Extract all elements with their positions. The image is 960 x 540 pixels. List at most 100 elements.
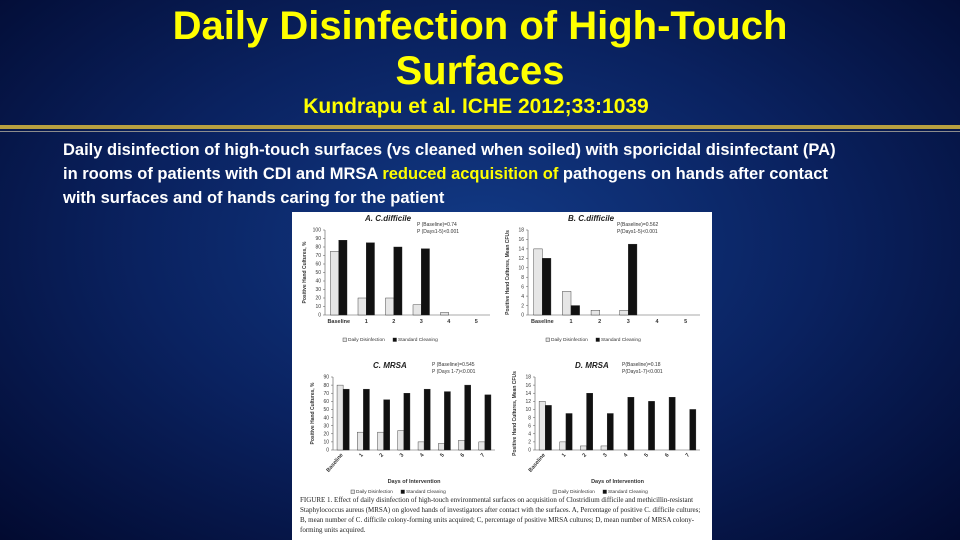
body-segment: pathogens on hands after contact with su… [63,165,828,207]
bar [385,297,394,316]
x-tick-label: 6 [664,452,671,458]
annotation: P (Days 1-7)<0.001 [432,369,476,375]
bar [412,304,422,316]
y-tick-label: 0 [521,313,524,319]
bar [484,394,492,451]
legend-label: Daily Disinfection [356,489,393,495]
legend-label: Daily Disinfection [551,337,588,343]
y-tick-label: 60 [315,262,321,268]
panel-title: B. C.difficile [568,214,615,223]
legend-swatch [392,337,397,342]
y-tick-label: 14 [518,247,524,253]
legend-swatch [400,489,405,494]
panel-title: C. MRSA [373,361,407,370]
x-tick-label: 4 [419,452,426,459]
legend-swatch [552,489,557,494]
caption: FIGURE 1. Effect of daily disinfection o… [300,496,701,534]
y-axis-label: Positive Hand Cultures, Mean CFUs [505,230,511,315]
divider [0,125,960,129]
x-tick-label: 2 [582,452,589,458]
x-tick-label: Baseline [326,452,345,473]
bar [383,399,390,451]
legend-swatch [342,337,347,342]
bar [336,384,344,451]
y-tick-label: 80 [323,383,329,389]
legend-swatch [545,337,550,342]
legend-swatch [595,337,600,342]
panel-title: A. C.difficile [364,214,412,223]
y-axis-label: Positive Hand Cultures, Mean CFUs [512,371,518,456]
annotation: P(Days1-7)<0.001 [622,369,663,375]
x-tick-label: 1 [358,452,365,458]
bar [357,431,364,451]
y-tick-label: 0 [326,448,329,454]
annotation: P (Baseline)=0.74 [417,222,457,228]
bar [393,246,403,316]
bar [421,248,430,316]
y-tick-label: 12 [525,399,531,405]
bar [590,310,600,316]
x-tick-label: 5 [439,452,446,458]
y-tick-label: 10 [323,440,329,446]
x-tick-label: Baseline [531,319,554,325]
figure-charts: A. C.difficile P (Baseline)=0.74P (Days1-… [302,214,700,495]
bar [562,291,572,316]
y-tick-label: 12 [518,256,524,262]
y-tick-label: 16 [518,237,524,243]
x-tick-label: 3 [627,319,630,325]
y-axis-label: Positive Hand Cultures, % [302,241,308,304]
y-tick-label: 6 [528,423,531,429]
bar [606,413,614,451]
bar [586,393,593,451]
x-tick-label: 2 [379,452,386,458]
x-tick-label: 4 [623,452,630,459]
y-tick-label: 100 [313,228,322,234]
annotation: P (Baseline)=0.545 [432,362,475,368]
bar [403,393,411,451]
bar [570,305,580,316]
legend-label: Standard Cleaning [608,489,648,495]
legend-label: Standard Cleaning [406,489,446,495]
x-tick-label: Baseline [327,319,350,325]
x-tick-label: 1 [569,319,572,325]
y-tick-label: 70 [323,391,329,397]
bar [648,401,655,451]
y-tick-label: 2 [521,303,524,309]
annotation: P (Days1-5)<0.001 [417,229,459,235]
y-tick-label: 2 [528,440,531,446]
y-tick-label: 14 [525,391,531,397]
x-axis-label: Days of Intervention [388,479,442,485]
y-tick-label: 20 [323,431,329,437]
x-tick-label: 6 [460,452,467,458]
bar [363,388,370,451]
legend-swatch [602,489,607,494]
bar [545,405,552,451]
subtitle: Kundrapu et al. ICHE 2012;33:1039 [303,95,649,118]
figure: A. C.difficile P (Baseline)=0.74 P (Days1-… [292,212,712,540]
body-segment: reduced acquisition of [382,165,559,183]
x-tick-label: 3 [399,452,406,458]
annotation: P(Baseline)=0.562 [617,222,658,228]
bar [668,397,676,451]
y-tick-label: 0 [528,448,531,454]
bar [397,430,405,451]
legend-label: Daily Disinfection [558,489,595,495]
legend-label: Daily Disinfection [348,337,385,343]
bar [478,441,486,451]
y-tick-label: 40 [323,415,329,421]
bar [464,384,471,451]
x-tick-label: 3 [602,452,609,458]
x-tick-label: 4 [447,319,451,325]
annotation: P(Baseline)=0.18 [622,362,661,368]
bar [538,401,546,451]
bar [440,312,449,316]
divider [0,131,960,132]
bar [600,445,608,451]
y-tick-label: 6 [521,284,524,290]
bar [533,248,543,316]
bar [357,297,367,316]
y-tick-label: 60 [323,399,329,405]
y-tick-label: 4 [521,294,524,300]
y-tick-label: 8 [521,275,524,281]
